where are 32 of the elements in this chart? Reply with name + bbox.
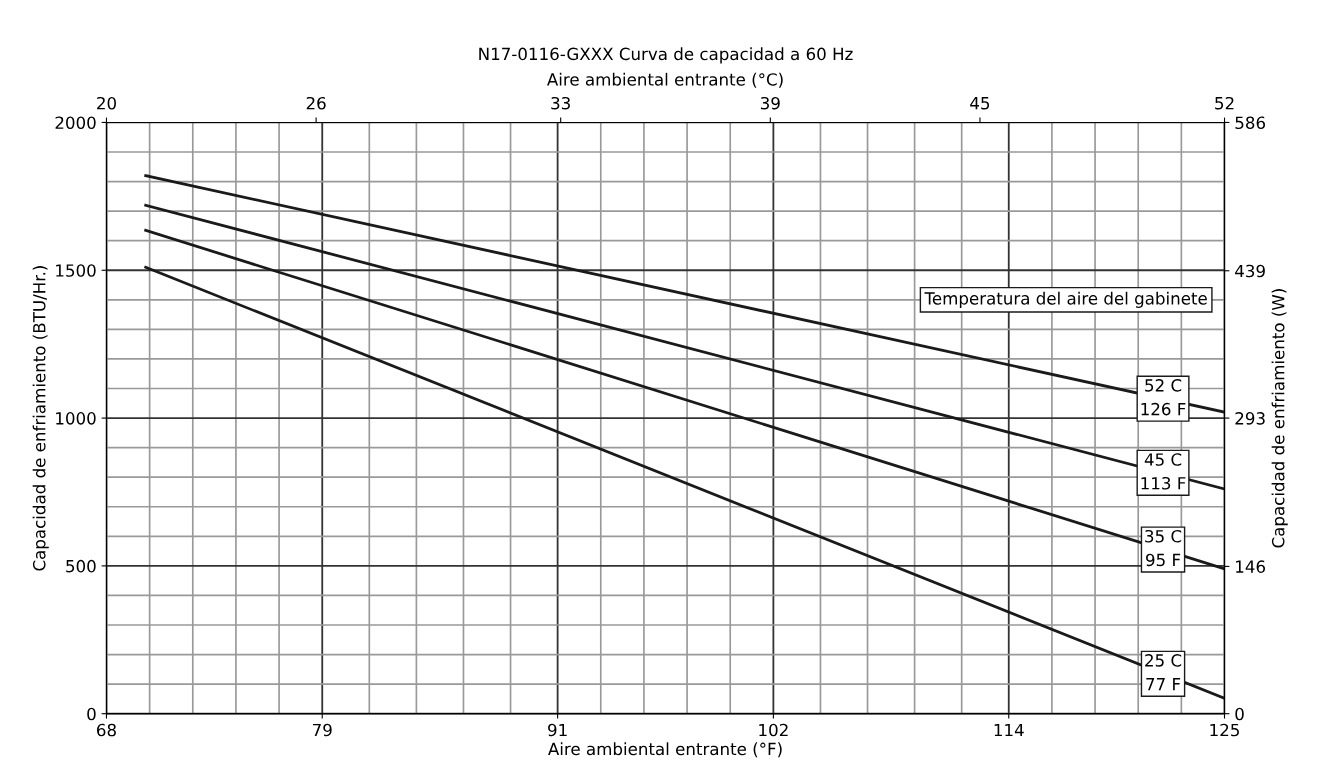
y2-tick-label: 586: [1235, 116, 1265, 130]
y-tick-label: 2000: [55, 116, 96, 130]
y-tick-label: 1000: [56, 412, 96, 425]
chart-title: N17-0116-GXXX Curva de capacidad a 60 Hz: [479, 47, 853, 64]
x2-tick-label: 52: [1215, 96, 1234, 110]
legend-title: Temperatura del aire del gabinete: [924, 291, 1207, 308]
y2-tick-label: 439: [1235, 264, 1265, 278]
y-tick-label: 500: [66, 559, 96, 573]
y2-tick-label: 0: [1235, 707, 1244, 721]
x2-tick-label: 26: [306, 96, 326, 110]
x2-tick-label: 39: [760, 96, 780, 110]
y-axis-title: Capacidad de enfriamiento (BTU/Hr.): [32, 266, 49, 571]
x-tick-label: 114: [994, 723, 1024, 737]
y2-tick-label: 293: [1235, 412, 1265, 425]
x-tick-label: 68: [97, 723, 116, 737]
x2-tick-label: 45: [970, 97, 990, 110]
x2-tick-label: 20: [97, 96, 116, 110]
x-tick-label: 91: [548, 723, 567, 737]
x-axis-title: Aire ambiental entrante (°F): [548, 742, 782, 758]
x2-tick-label: 33: [551, 96, 570, 110]
y2-tick-label: 146: [1236, 560, 1265, 573]
series-label: 25 C 77 F: [1145, 654, 1182, 691]
x-tick-label: 102: [759, 723, 788, 737]
x2-axis-title: Aire ambiental entrante (°C): [547, 72, 783, 88]
series-label: 35 C 95 F: [1145, 529, 1182, 567]
x-tick-label: 79: [313, 723, 332, 737]
y-tick-label: 0: [87, 707, 96, 721]
series-label: 45 C 113 F: [1141, 453, 1186, 490]
y2-axis-title: Capacidad de enfriamiento (W): [1271, 289, 1288, 548]
x-tick-label: 125: [1210, 723, 1239, 737]
y-tick-label: 1500: [56, 264, 96, 277]
series-label: 52 C 126 F: [1141, 379, 1186, 416]
